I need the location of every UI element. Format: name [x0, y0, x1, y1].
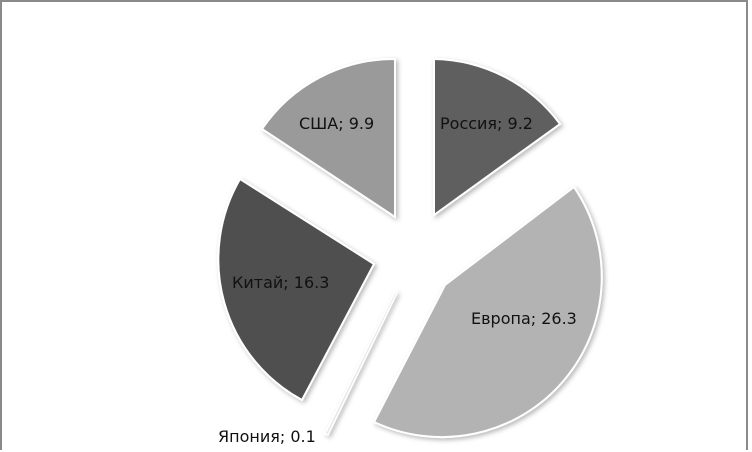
label-china: Китай; 16.3 [232, 273, 329, 292]
label-russia: Россия; 9.2 [440, 114, 533, 133]
slice-europe[interactable] [372, 185, 603, 439]
slice-china[interactable] [217, 177, 376, 402]
label-usa: США; 9.9 [299, 114, 374, 133]
slice-russia[interactable] [433, 57, 562, 217]
slice-japan[interactable] [323, 290, 398, 436]
label-japan: Япония; 0.1 [218, 427, 316, 446]
slice-usa[interactable] [260, 57, 396, 219]
label-europe: Европа; 26.3 [471, 309, 577, 328]
